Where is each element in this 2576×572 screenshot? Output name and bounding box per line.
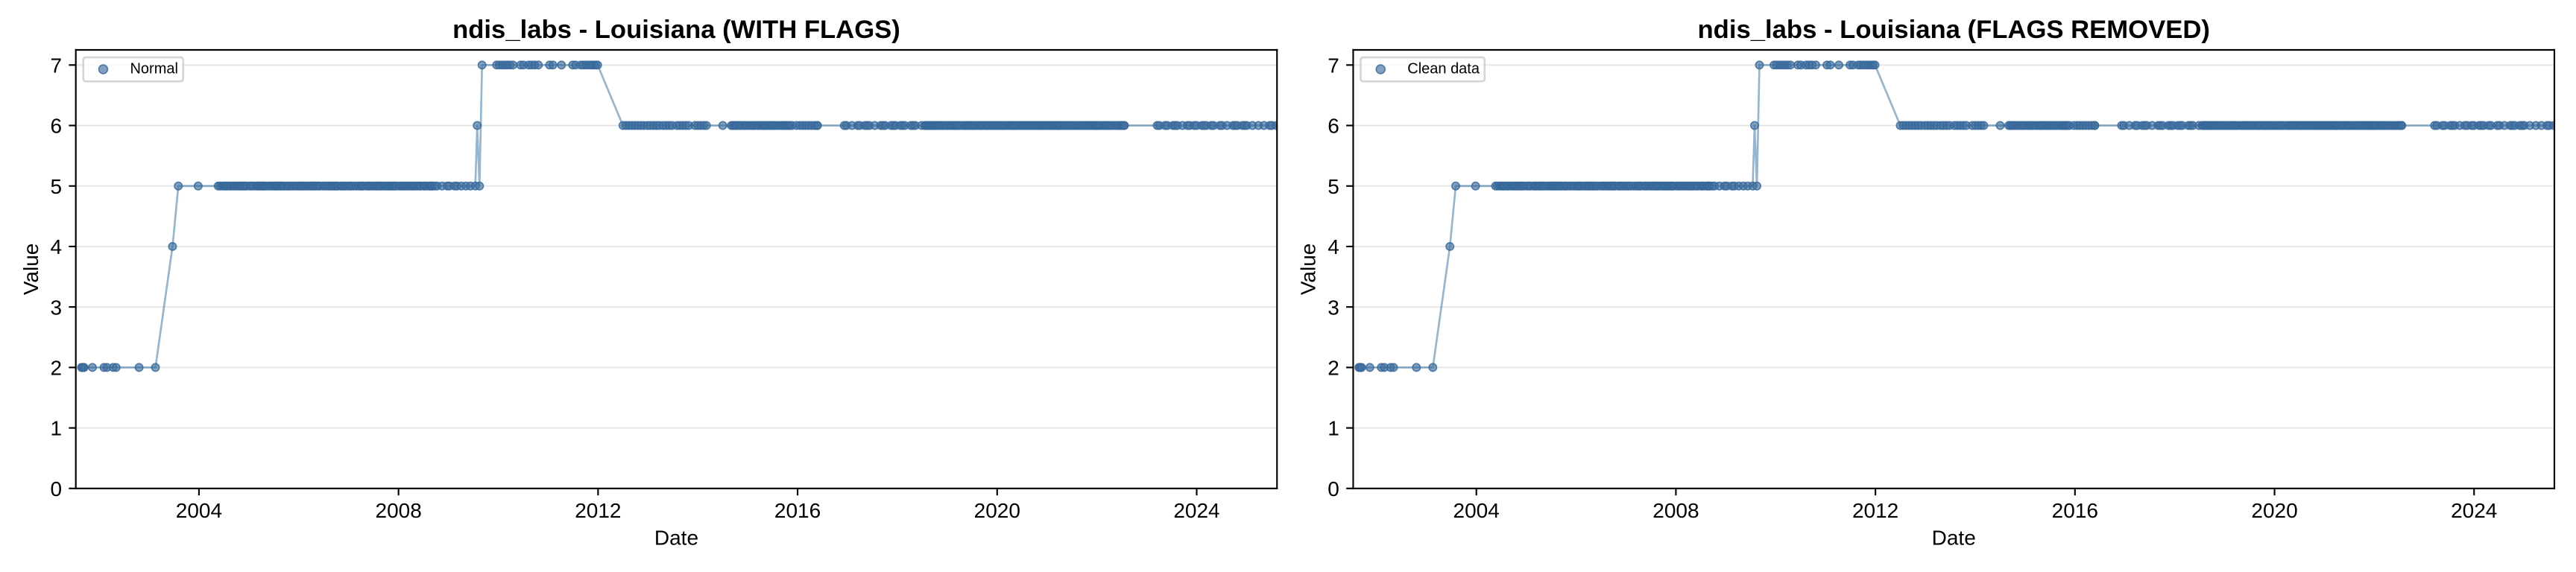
svg-text:0: 0	[50, 477, 62, 500]
svg-text:Clean data: Clean data	[1407, 60, 1480, 77]
svg-text:Value: Value	[19, 244, 42, 296]
svg-text:2: 2	[1328, 357, 1339, 380]
svg-text:7: 7	[50, 54, 62, 77]
svg-text:3: 3	[50, 296, 62, 319]
svg-text:6: 6	[50, 115, 62, 138]
svg-text:2024: 2024	[2451, 499, 2497, 522]
svg-text:2004: 2004	[176, 499, 222, 522]
svg-text:1: 1	[50, 417, 62, 440]
svg-text:Date: Date	[654, 527, 698, 550]
svg-text:ndis_labs - Louisiana (WITH FL: ndis_labs - Louisiana (WITH FLAGS)	[452, 16, 900, 44]
svg-text:4: 4	[1328, 235, 1339, 258]
svg-text:2004: 2004	[1453, 499, 1500, 522]
svg-text:4: 4	[50, 235, 62, 258]
svg-text:2: 2	[50, 357, 62, 380]
svg-text:5: 5	[1328, 175, 1339, 198]
svg-text:2012: 2012	[1852, 499, 1898, 522]
svg-text:Date: Date	[1932, 527, 1976, 550]
svg-text:Normal: Normal	[130, 60, 177, 77]
svg-text:2024: 2024	[1173, 499, 1219, 522]
svg-text:2008: 2008	[1652, 499, 1699, 522]
svg-text:3: 3	[1328, 296, 1339, 319]
svg-text:2012: 2012	[575, 499, 621, 522]
svg-text:2008: 2008	[376, 499, 422, 522]
svg-text:7: 7	[1328, 54, 1339, 77]
svg-text:2016: 2016	[774, 499, 821, 522]
svg-text:0: 0	[1328, 477, 1339, 500]
svg-text:2020: 2020	[974, 499, 1020, 522]
svg-text:1: 1	[1328, 417, 1339, 440]
svg-text:Value: Value	[1297, 244, 1320, 296]
svg-text:6: 6	[1328, 115, 1339, 138]
svg-text:2016: 2016	[2052, 499, 2098, 522]
svg-text:5: 5	[50, 175, 62, 198]
svg-text:2020: 2020	[2251, 499, 2297, 522]
svg-text:ndis_labs - Louisiana (FLAGS R: ndis_labs - Louisiana (FLAGS REMOVED)	[1698, 16, 2210, 44]
